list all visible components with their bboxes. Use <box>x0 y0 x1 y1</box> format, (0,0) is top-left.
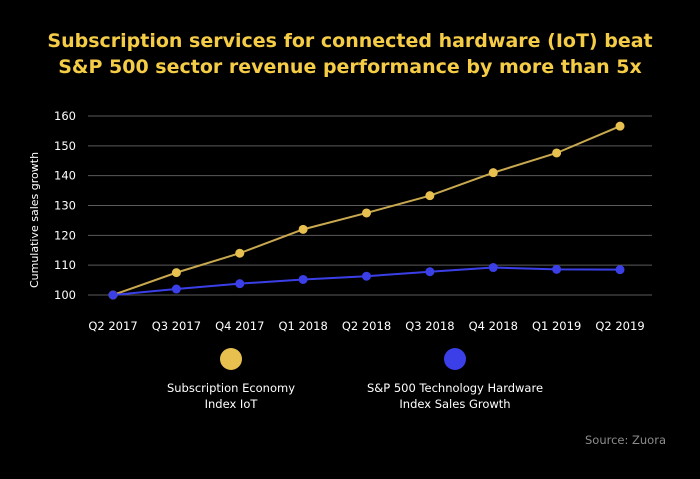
series-1-point <box>552 264 562 274</box>
y-axis-label: Cumulative sales growth <box>28 152 41 288</box>
series-1-point <box>108 290 118 300</box>
chart-title: Subscription services for connected hard… <box>0 28 700 80</box>
y-tick-label: 100 <box>54 288 76 302</box>
legend-item-sp500: S&P 500 Technology Hardware Index Sales … <box>355 348 555 412</box>
x-tick-label: Q2 2019 <box>595 319 644 333</box>
x-tick-label: Q4 2018 <box>469 319 518 333</box>
y-axis-ticks: 100 110 120 130 140 150 160 <box>54 109 76 302</box>
series-lines <box>108 121 625 300</box>
y-tick-label: 120 <box>54 228 76 242</box>
series-0-point <box>425 191 435 201</box>
series-0-point <box>552 148 562 158</box>
series-1-point <box>298 274 308 284</box>
x-tick-label: Q1 2019 <box>532 319 581 333</box>
series-1-point <box>425 267 435 277</box>
series-0-point <box>171 268 181 278</box>
series-0-point <box>235 248 245 258</box>
x-tick-label: Q1 2018 <box>278 319 327 333</box>
legend-label-sp500-line-2: Index Sales Growth <box>399 397 511 411</box>
y-tick-label: 110 <box>54 258 76 272</box>
series-line-1 <box>112 266 621 296</box>
legend-label-iot-line-2: Index IoT <box>204 397 258 411</box>
gridlines <box>88 115 652 296</box>
legend-swatch-iot <box>220 348 242 370</box>
y-tick-label: 140 <box>54 169 76 183</box>
source-note: Source: Zuora <box>584 433 666 447</box>
y-tick-label: 150 <box>54 139 76 153</box>
series-1-point <box>235 279 245 289</box>
series-0-point <box>488 168 498 178</box>
x-axis-ticks: Q2 2017 Q3 2017 Q4 2017 Q1 2018 Q2 2018 Q3 20… <box>88 319 644 333</box>
legend-swatch-sp500 <box>444 348 466 370</box>
y-tick-label: 160 <box>54 109 76 123</box>
chart-title-line-1: Subscription services for connected hard… <box>47 30 653 52</box>
x-tick-label: Q3 2017 <box>152 319 201 333</box>
x-tick-label: Q3 2018 <box>405 319 454 333</box>
legend-label-iot-line-1: Subscription Economy <box>166 381 296 395</box>
x-tick-label: Q2 2017 <box>88 319 137 333</box>
y-tick-label: 130 <box>54 199 76 213</box>
chart-title-line-2: S&P 500 sector revenue performance by mo… <box>58 56 642 78</box>
series-1-point <box>362 271 371 281</box>
series-0-point <box>615 121 625 131</box>
legend-label-sp500-line-1: S&P 500 Technology Hardware <box>366 381 544 395</box>
series-0-point <box>298 224 308 234</box>
x-tick-label: Q4 2017 <box>215 319 264 333</box>
series-1-point <box>488 263 498 273</box>
series-0-point <box>362 208 371 218</box>
series-1-point <box>171 284 181 294</box>
x-tick-label: Q2 2018 <box>342 319 391 333</box>
series-1-point <box>615 265 625 275</box>
legend-item-iot: Subscription Economy Index IoT <box>131 348 331 412</box>
